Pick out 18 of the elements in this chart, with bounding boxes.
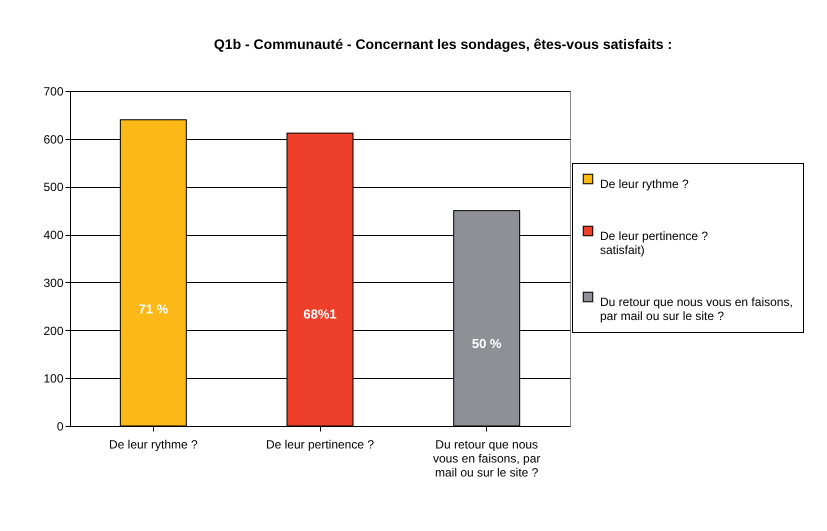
y-tick-label: 200 xyxy=(43,324,64,338)
y-tick-label: 500 xyxy=(43,180,64,194)
legend-label: Du retour que nous vous en faisons, par mail ou sur le site ? xyxy=(600,295,793,323)
chart-title: Q1b - Communauté - Concernant les sondages, êtes-vous satisfaits : xyxy=(214,36,672,52)
annotation: 50 % xyxy=(472,336,502,352)
x-tick-label: De leur rythme ? xyxy=(108,438,198,452)
y-tick-label: 300 xyxy=(43,276,64,290)
y-tick-label: 100 xyxy=(43,372,64,386)
annotation: 71 % xyxy=(138,302,169,317)
y-tick-label: 600 xyxy=(43,132,64,146)
y-tick-label: 400 xyxy=(43,228,64,242)
legend-label: De leur rythme ? xyxy=(600,177,690,191)
x-tick-label: De leur pertinence ? xyxy=(266,438,374,452)
annotation: 68%1 xyxy=(303,306,337,322)
legend-label: De leur pertinence ? satisfait) xyxy=(600,229,708,257)
y-tick-label: 700 xyxy=(43,84,64,98)
x-tick-label: Du retour que nous vous en faisons, par mail ou sur le site ? xyxy=(432,438,540,480)
y-tick-label: 0 xyxy=(56,420,64,434)
